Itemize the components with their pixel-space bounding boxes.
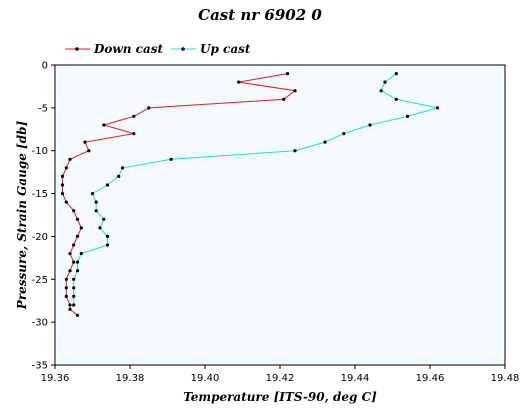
data-point-up-cast	[342, 132, 346, 136]
x-tick-label: 19.42	[266, 373, 295, 384]
data-point-down-cast	[132, 114, 136, 118]
plot-area	[54, 64, 506, 366]
data-point-down-cast	[68, 307, 72, 311]
data-point-down-cast	[68, 157, 72, 161]
data-point-up-cast	[383, 80, 387, 84]
data-point-down-cast	[60, 183, 65, 187]
data-point-up-cast	[120, 166, 125, 170]
data-point-down-cast	[60, 174, 65, 178]
data-point-down-cast	[68, 252, 72, 256]
y-tick-label: -20	[32, 232, 48, 243]
y-tick-label: -15	[32, 189, 48, 200]
y-tick-label: -10	[32, 146, 48, 157]
x-axis: 19.36 19.38 19.40 19.42 19.44 19.46 19.48	[41, 365, 520, 384]
chart-title: Cast nr 6902 0	[198, 6, 322, 24]
data-point-up-cast	[90, 192, 95, 196]
data-point-down-cast	[72, 260, 76, 264]
data-point-up-cast	[323, 140, 327, 144]
series-line-up-cast	[73, 73, 438, 305]
data-point-up-cast	[72, 294, 76, 298]
data-point-down-cast	[75, 234, 80, 238]
data-point-up-cast	[75, 269, 80, 273]
data-point-down-cast	[293, 89, 297, 93]
data-point-up-cast	[394, 97, 398, 101]
y-tick-label: 0	[42, 61, 48, 72]
data-point-down-cast	[64, 166, 68, 170]
legend-marker-down-cast	[75, 47, 79, 51]
legend-label-down-cast: Down cast	[93, 42, 163, 56]
data-point-up-cast	[394, 72, 398, 76]
legend-marker-up-cast	[181, 47, 185, 51]
data-point-up-cast	[94, 209, 98, 213]
data-point-down-cast	[285, 72, 290, 76]
data-point-up-cast	[105, 234, 110, 238]
data-point-down-cast	[147, 106, 151, 110]
data-point-up-cast	[105, 183, 110, 187]
data-point-down-cast	[60, 192, 65, 196]
data-point-up-cast	[72, 303, 76, 307]
x-tick-label: 19.48	[491, 373, 520, 384]
data-point-up-cast	[293, 149, 297, 153]
data-point-up-cast	[117, 174, 121, 178]
y-axis: 0 -5 -10 -15 -20 -25 -30 -35	[32, 61, 55, 372]
data-point-down-cast	[68, 269, 72, 273]
data-point-up-cast	[72, 286, 76, 290]
data-point-up-cast	[368, 123, 372, 127]
data-point-down-cast	[72, 243, 76, 247]
data-point-up-cast	[75, 260, 80, 264]
data-point-up-cast	[98, 226, 102, 230]
data-point-down-cast	[64, 286, 68, 290]
x-tick-label: 19.38	[116, 373, 145, 384]
x-tick-label: 19.44	[341, 373, 370, 384]
data-point-down-cast	[282, 97, 286, 101]
data-point-up-cast	[435, 106, 440, 110]
data-point-down-cast	[75, 313, 80, 317]
data-point-up-cast	[169, 157, 173, 161]
data-point-down-cast	[68, 303, 72, 307]
y-axis-label: Pressure, Strain Gauge [db]	[15, 120, 29, 310]
data-point-down-cast	[102, 123, 106, 127]
y-tick-label: -25	[32, 275, 48, 286]
y-tick-label: -5	[38, 103, 48, 114]
x-tick-label: 19.40	[191, 373, 220, 384]
x-tick-label: 19.46	[416, 373, 445, 384]
data-point-up-cast	[105, 243, 110, 247]
data-point-down-cast	[64, 294, 68, 298]
data-point-down-cast	[75, 217, 80, 221]
data-point-down-cast	[72, 209, 76, 213]
data-point-up-cast	[94, 200, 98, 204]
data-point-up-cast	[405, 114, 410, 118]
data-point-down-cast	[83, 140, 87, 144]
data-point-up-cast	[379, 89, 383, 93]
legend: Down cast Up cast	[65, 42, 251, 56]
y-tick-label: -35	[32, 361, 48, 372]
data-point-down-cast	[64, 277, 68, 281]
y-tick-label: -30	[32, 318, 48, 329]
x-tick-label: 19.36	[41, 373, 70, 384]
data-point-up-cast	[72, 277, 76, 281]
legend-label-up-cast: Up cast	[200, 42, 251, 56]
data-point-up-cast	[102, 217, 106, 221]
x-axis-label: Temperature [ITS-90, deg C]	[183, 390, 377, 404]
data-point-up-cast	[79, 252, 83, 256]
data-point-down-cast	[237, 80, 241, 84]
data-point-down-cast	[132, 132, 136, 136]
data-point-down-cast	[79, 226, 83, 230]
data-point-down-cast	[64, 200, 68, 204]
series-layer	[60, 72, 440, 317]
data-point-down-cast	[87, 149, 91, 153]
